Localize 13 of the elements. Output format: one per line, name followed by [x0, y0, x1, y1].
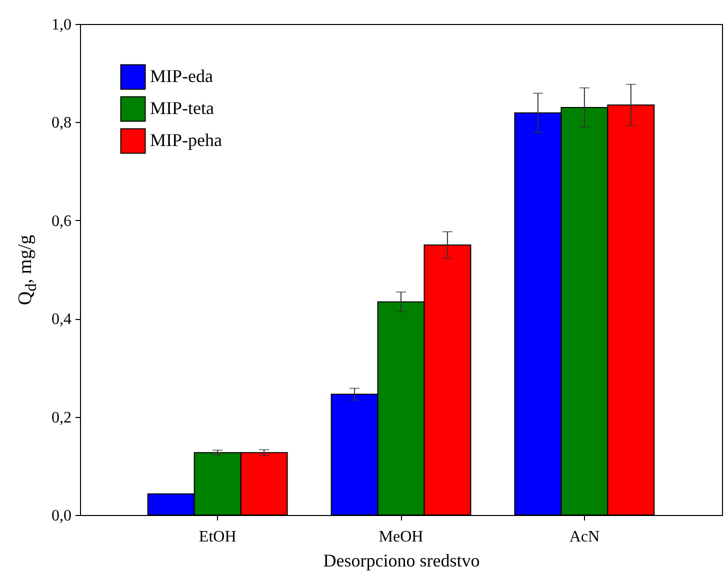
legend-label: MIP-teta [150, 98, 214, 118]
y-tick-label: 0,4 [52, 311, 72, 328]
y-tick-label: 0,2 [52, 409, 72, 426]
x-tick-label: AcN [569, 528, 600, 546]
y-tick-label: 0,6 [52, 212, 72, 230]
y-tick-label: 1,0 [52, 16, 72, 34]
y-tick-label: 0,0 [52, 508, 72, 524]
x-axis-title: Desorpciono sredstvo [323, 550, 480, 570]
y-tick-label: 0,8 [52, 114, 72, 132]
legend-label: MIP-peha [150, 130, 222, 150]
x-tick-label: EtOH [198, 528, 237, 546]
legend-label: MIP-eda [150, 66, 213, 86]
x-tick-label: MeOH [378, 528, 424, 546]
